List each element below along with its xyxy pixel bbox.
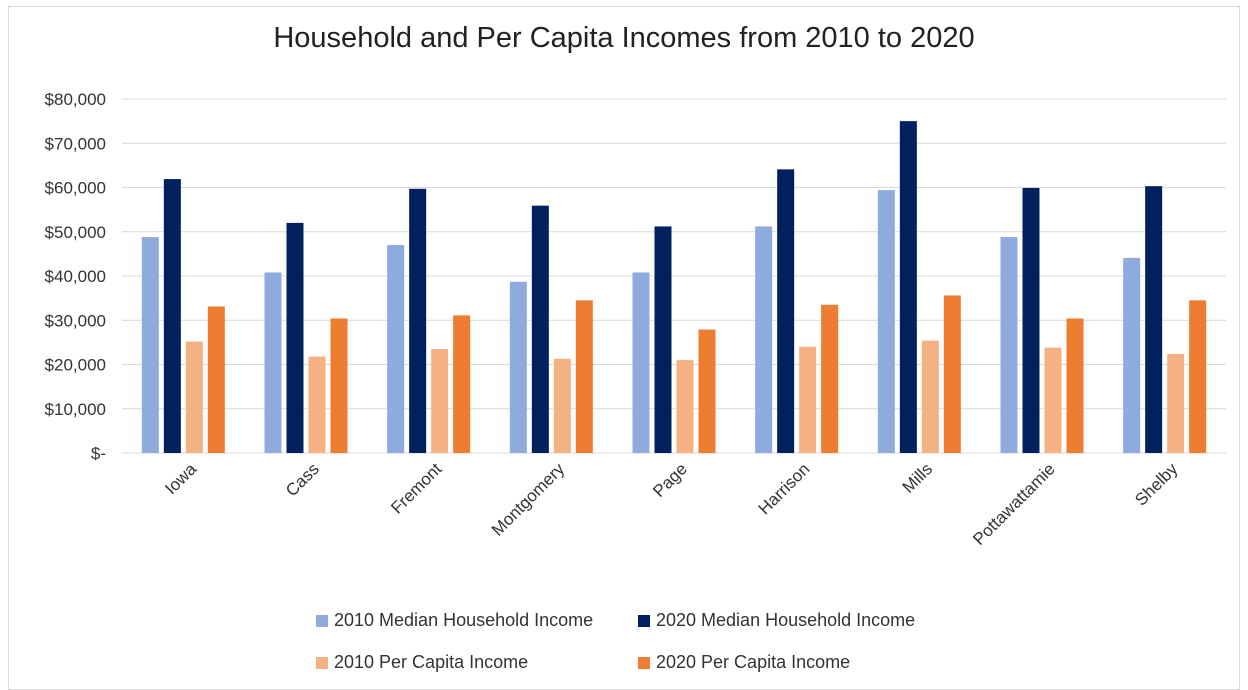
bar: [921, 340, 939, 453]
legend-label-3: 2020 Per Capita Income: [656, 652, 851, 672]
bar: [899, 121, 917, 453]
bar: [877, 190, 895, 453]
bar: [286, 222, 304, 453]
bar: [387, 245, 405, 453]
bar: [553, 358, 571, 453]
bar: [1167, 353, 1185, 453]
bar: [509, 281, 527, 453]
x-category-label: Mills: [899, 459, 936, 496]
bar: [632, 272, 650, 453]
legend-item-1: 2020 Median Household Income: [638, 610, 915, 631]
bar: [531, 205, 549, 453]
x-category-label: Fremont: [387, 459, 445, 517]
bar: [1000, 237, 1018, 453]
x-category-label: Cass: [282, 459, 323, 500]
bar: [777, 169, 795, 454]
legend-item-0: 2010 Median Household Income: [316, 610, 593, 631]
legend-swatch-2: [316, 656, 328, 669]
y-tick-label: $40,000: [45, 267, 106, 286]
x-category-label: Harrison: [755, 459, 814, 518]
bar: [1022, 187, 1040, 453]
legend-swatch-1: [638, 614, 650, 627]
bar: [698, 329, 716, 453]
x-category-label: Shelby: [1131, 459, 1182, 510]
bar: [409, 188, 427, 453]
y-tick-label: $70,000: [45, 134, 106, 153]
y-tick-label: $30,000: [45, 311, 106, 330]
legend-item-2: 2010 Per Capita Income: [316, 652, 528, 673]
y-tick-label: $60,000: [45, 179, 106, 198]
bar: [453, 315, 471, 453]
legend-swatch-3: [638, 656, 650, 669]
legend-label-2: 2010 Per Capita Income: [334, 652, 529, 672]
bar: [1044, 347, 1062, 453]
bar: [330, 318, 348, 453]
bar: [943, 295, 961, 453]
y-tick-label: $20,000: [45, 356, 106, 375]
bar: [755, 226, 773, 453]
legend-item-3: 2020 Per Capita Income: [638, 652, 850, 673]
x-category-label: Iowa: [161, 459, 200, 498]
y-tick-label: $50,000: [45, 223, 106, 242]
bar: [821, 304, 839, 453]
bar: [1066, 318, 1084, 453]
y-tick-label: $80,000: [45, 90, 106, 109]
bar: [308, 356, 326, 453]
bar: [141, 237, 159, 453]
bar: [799, 346, 817, 453]
bar: [207, 306, 225, 453]
legend-label-0: 2010 Median Household Income: [334, 610, 594, 630]
bar: [185, 341, 203, 453]
chart-title: Household and Per Capita Incomes from 20…: [273, 22, 975, 54]
y-tick-label: $-: [91, 444, 106, 463]
bar: [1189, 300, 1207, 453]
bar: [163, 179, 181, 453]
y-tick-label: $10,000: [45, 400, 106, 419]
bar: [264, 272, 282, 453]
bar: [654, 226, 672, 453]
bar: [431, 349, 449, 453]
bar: [1123, 257, 1141, 453]
bar: [676, 360, 694, 453]
legend-label-1: 2020 Median Household Income: [656, 610, 916, 630]
bar: [575, 300, 593, 453]
legend-swatch-0: [316, 614, 328, 627]
x-category-label: Pottawattamie: [969, 459, 1059, 549]
x-category-label: Montgomery: [488, 459, 569, 540]
x-category-label: Page: [649, 459, 691, 501]
bar: [1145, 186, 1163, 454]
